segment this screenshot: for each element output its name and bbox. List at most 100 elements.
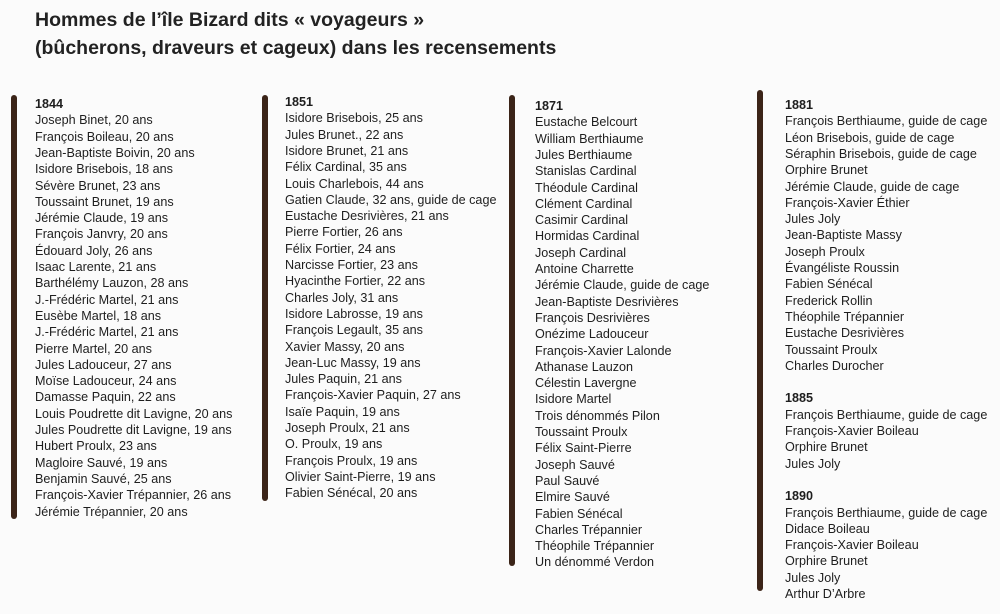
voyageur-name: Joseph Proulx — [785, 244, 865, 259]
voyageur-name: Isidore Brunet, 21 ans — [285, 143, 409, 158]
voyageur-name: François Janvry, 20 ans — [35, 227, 168, 242]
voyageur-name: O. Proulx, 19 ans — [285, 437, 383, 452]
voyageur-name: Félix Saint-Pierre — [535, 441, 632, 456]
voyageur-name: Eustache Desrivières, 21 ans — [285, 209, 449, 224]
voyageur-name: Barthélémy Lauzon, 28 ans — [35, 276, 189, 291]
voyageur-name: Benjamin Sauvé, 25 ans — [35, 471, 172, 486]
column-bar — [509, 95, 515, 566]
census-year: 1851 — [285, 95, 314, 109]
census-year: 1890 — [785, 489, 814, 504]
voyageur-name: Fabien Sénécal, 20 ans — [285, 486, 418, 501]
voyageur-name: Évangéliste Roussin — [785, 261, 900, 275]
voyageur-name: Didace Boileau — [785, 521, 870, 536]
voyageur-name: Isidore Brisebois, 25 ans — [285, 111, 423, 126]
voyageur-name: Arthur D’Arbre — [785, 587, 866, 601]
voyageur-name: François-Xavier Paquin, 27 ans — [285, 388, 461, 403]
voyageur-name: Jules Berthiaume — [535, 147, 633, 162]
voyageur-name: François Desrivières — [535, 310, 650, 325]
voyageur-name: Elmire Sauvé — [535, 490, 610, 505]
voyageur-name: Eustache Desrivières — [785, 326, 904, 341]
voyageur-name: Léon Brisebois, guide de cage — [785, 130, 955, 145]
voyageur-name: Louis Poudrette dit Lavigne, 20 ans — [35, 406, 233, 421]
voyageur-name: Joseph Cardinal — [535, 245, 627, 260]
voyageur-name: Damasse Paquin, 22 ans — [35, 390, 176, 405]
voyageur-name: Jules Joly — [785, 212, 841, 227]
voyageur-name: Orphire Brunet — [785, 554, 868, 569]
voyageur-name: Orphire Brunet — [785, 163, 868, 178]
voyageur-name: Jules Poudrette dit Lavigne, 19 ans — [35, 423, 232, 437]
voyageur-name: Fabien Sénécal — [535, 506, 623, 521]
voyageur-name: Gatien Claude, 32 ans, guide de cage — [285, 192, 497, 207]
voyageur-name: Paul Sauvé — [535, 473, 600, 488]
voyageur-name: Antoine Charrette — [535, 262, 634, 276]
voyageur-name: Édouard Joly, 26 ans — [35, 243, 153, 258]
voyageur-name: Théophile Trépannier — [785, 309, 905, 324]
voyageur-name: François-Xavier Éthier — [785, 195, 910, 210]
voyageur-name: Jules Joly — [785, 456, 841, 471]
voyageur-name: Toussaint Proulx — [785, 342, 878, 357]
column-bar — [11, 95, 17, 519]
voyageur-name: William Berthiaume — [535, 131, 644, 146]
voyageur-name: Félix Cardinal, 35 ans — [285, 160, 407, 175]
voyageur-name: François Berthiaume, guide de cage — [785, 114, 988, 129]
voyageur-name: François-Xavier Boileau — [785, 538, 919, 553]
title-line: (bûcherons, draveurs et cageux) dans les… — [35, 37, 557, 59]
voyageur-name: Séraphin Brisebois, guide de cage — [785, 146, 977, 161]
census-year: 1871 — [535, 99, 564, 113]
voyageur-name: Isidore Labrosse, 19 ans — [285, 306, 423, 321]
voyageur-name: Hyacinthe Fortier, 22 ans — [285, 274, 426, 289]
voyageur-name: Clément Cardinal — [535, 196, 633, 211]
voyageur-name: Jules Brunet., 22 ans — [285, 127, 404, 142]
voyageur-name: Charles Durocher — [785, 358, 884, 373]
voyageur-name: François-Xavier Lalonde — [535, 343, 672, 358]
voyageur-name: Théodule Cardinal — [535, 180, 638, 195]
voyageur-name: François Legault, 35 ans — [285, 323, 423, 338]
voyageur-name: Joseph Sauvé — [535, 457, 615, 472]
voyageur-name: Pierre Martel, 20 ans — [35, 341, 152, 356]
voyageur-name: Félix Fortier, 24 ans — [285, 241, 396, 256]
voyageur-name: Jérémie Claude, guide de cage — [785, 179, 960, 194]
voyageur-name: Théophile Trépannier — [535, 539, 655, 554]
voyageur-name: Toussaint Proulx — [535, 425, 628, 439]
voyageur-name: François-Xavier Boileau — [785, 424, 919, 438]
voyageur-name: Jules Joly — [785, 570, 841, 585]
voyageur-name: Jean-Luc Massy, 19 ans — [285, 355, 421, 370]
voyageur-name: Trois dénommés Pilon — [535, 408, 660, 423]
voyageur-name: Un dénommé Verdon — [535, 555, 655, 570]
voyageur-name: Olivier Saint-Pierre, 19 ans — [285, 469, 436, 484]
voyageur-name: François Boileau, 20 ans — [35, 129, 174, 144]
voyageur-name: Isaïe Paquin, 19 ans — [285, 404, 400, 419]
voyageur-name: Athanase Lauzon — [535, 359, 634, 374]
voyageur-name: Orphire Brunet — [785, 440, 868, 455]
voyageur-name: Sévère Brunet, 23 ans — [35, 178, 161, 193]
voyageur-name: Charles Trépannier — [535, 522, 643, 537]
census-year: 1844 — [35, 97, 64, 111]
voyageur-name: Joseph Binet, 20 ans — [35, 113, 153, 128]
column-bar — [757, 90, 763, 591]
voyageur-name: Isaac Larente, 21 ans — [35, 260, 157, 274]
voyageur-name: Isidore Brisebois, 18 ans — [35, 162, 173, 177]
voyageur-name: Frederick Rollin — [785, 293, 873, 308]
voyageur-name: François-Xavier Trépannier, 26 ans — [35, 488, 232, 503]
voyageur-name: Narcisse Fortier, 23 ans — [285, 258, 418, 272]
voyageur-name: Jean-Baptiste Boivin, 20 ans — [35, 145, 195, 160]
voyageur-name: Casimir Cardinal — [535, 213, 629, 228]
voyageur-name: J.-Frédéric Martel, 21 ans — [35, 292, 179, 307]
voyageur-name: Jérémie Claude, guide de cage — [535, 278, 710, 293]
voyageur-name: Onézime Ladouceur — [535, 327, 649, 342]
voyageur-name: Xavier Massy, 20 ans — [285, 339, 405, 354]
voyageur-name: Charles Joly, 31 ans — [285, 290, 399, 305]
voyageur-name: Fabien Sénécal — [785, 277, 873, 292]
voyageur-name: François Berthiaume, guide de cage — [785, 505, 988, 520]
voyageur-name: Moïse Ladouceur, 24 ans — [35, 374, 177, 389]
voyageur-name: Isidore Martel — [535, 392, 612, 407]
voyageur-name: Hormidas Cardinal — [535, 229, 640, 244]
title-line: Hommes de l’île Bizard dits « voyageurs … — [35, 9, 425, 31]
voyageur-name: J.-Frédéric Martel, 21 ans — [35, 325, 179, 340]
voyageur-name: Louis Charlebois, 44 ans — [285, 176, 424, 191]
voyageur-name: François Proulx, 19 ans — [285, 453, 418, 468]
voyageur-name: Jules Paquin, 21 ans — [285, 372, 402, 387]
voyageur-name: Jules Ladouceur, 27 ans — [35, 357, 172, 372]
voyageur-name: Hubert Proulx, 23 ans — [35, 439, 157, 454]
voyageur-name: Magloire Sauvé, 19 ans — [35, 455, 168, 470]
